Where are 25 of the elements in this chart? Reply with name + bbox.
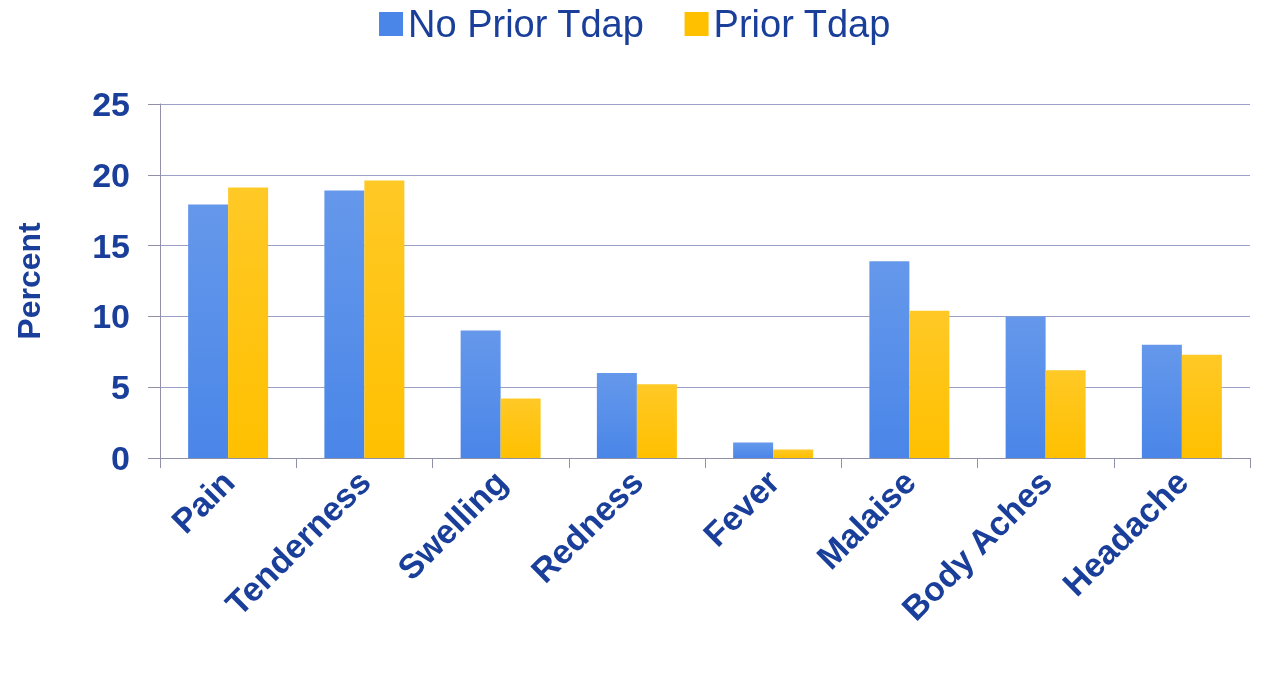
y-tick-label: 0 — [111, 439, 130, 477]
y-tick-label: 5 — [111, 368, 130, 407]
bar — [733, 442, 774, 458]
bar — [500, 398, 541, 458]
bar — [364, 180, 405, 458]
bar — [909, 310, 950, 458]
bar — [324, 190, 365, 458]
bar — [1181, 354, 1222, 458]
bar — [1005, 316, 1046, 458]
bar — [228, 187, 269, 458]
bar — [869, 261, 910, 458]
y-tick-label: 20 — [92, 155, 130, 194]
legend-label: Prior Tdap — [713, 3, 891, 45]
legend-label: No Prior Tdap — [408, 3, 644, 45]
y-tick-label: 15 — [92, 226, 130, 265]
bar — [773, 449, 814, 458]
bar — [636, 384, 677, 458]
y-tick-label: 25 — [92, 85, 130, 123]
y-tick-label: 10 — [92, 297, 130, 336]
bar — [188, 204, 229, 458]
bar — [596, 373, 637, 458]
bar — [1045, 370, 1086, 458]
bar — [1141, 344, 1182, 458]
y-axis-title: Percent — [11, 221, 47, 340]
bar — [460, 330, 501, 458]
